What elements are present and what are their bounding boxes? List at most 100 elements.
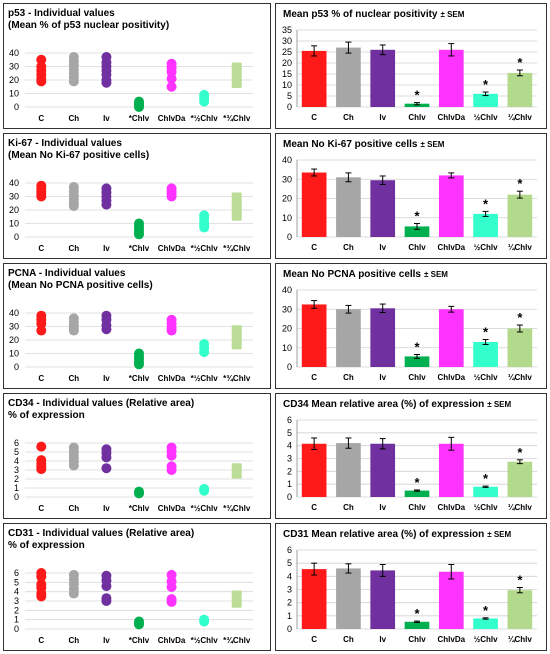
pcna-scatter-xtick: Iv [103,374,110,383]
ki67-bar [507,194,533,237]
cd34-scatter-xtick: *Chlv [129,504,150,513]
pcna-bar-significance: * [517,310,523,325]
p53-scatter-point [134,102,144,112]
p53-scatter-xtick: ChlvDa [158,114,186,123]
p53-scatter-ytick: 30 [9,62,19,72]
ki67-scatter-title: Ki-67 - Individual values [8,138,122,149]
cd31-bar-title: CD31 Mean relative area (%) of expressio… [283,529,484,540]
ki67-scatter-xtick: *¾Chlv [223,244,251,253]
cd34-bar-ytick: 3 [287,454,292,464]
cd31-bar [301,569,327,629]
cd34-bar-ytick: 1 [287,479,292,489]
pcna-bar [336,309,361,367]
pcna-bar-ytick: 30 [282,304,292,314]
ki67-bar-error-label: ± SEM [421,140,445,149]
ki67-bar-ytick: 20 [282,194,292,204]
cd34-bar [404,490,430,497]
cd34-scatter-cluster [231,463,242,479]
cd31-scatter-subtitle: % of expression [8,540,85,551]
cd31-scatter-ytick: 4 [14,587,19,597]
ki67-scatter-xtick: Iv [103,244,110,253]
cd34-scatter-point [134,488,144,499]
p53-scatter-point [36,76,47,87]
pcna-scatter-point [36,325,47,336]
cd34-bar-xtick: ¼Chlv [508,503,533,512]
cd31-bar-significance: * [517,573,523,588]
pcna-bar [370,308,396,367]
p53-scatter-point [68,76,79,87]
cd34-bar-title: CD34 Mean relative area (%) of expressio… [283,399,484,410]
cd31-bar-xtick: ½Chlv [474,635,499,644]
pcna-bar-ytick: 10 [282,343,292,353]
pcna-scatter-ytick: 40 [9,308,19,318]
cd34-bar-xtick: ½Chlv [474,503,499,512]
cd31-scatter-cluster [231,590,242,608]
ki67-scatter-point [101,199,112,210]
cd34-bar-ytick: 4 [287,441,292,451]
p53-bar-title: Mean p53 % of nuclear positivity [283,9,438,20]
pcna-bar-xtick: ½Chlv [474,373,499,382]
ki67-scatter-ytick: 10 [9,219,19,229]
cd34-bar-xtick: Iv [379,503,386,512]
cd34-bar-ytick: 0 [287,492,292,502]
cd31-scatter-ytick: 5 [14,577,19,587]
ki67-bar-xtick: Ch [343,243,354,252]
p53-scatter-subtitle: (Mean % of p53 nuclear positivity) [8,20,169,31]
ki67-bar-ytick: 40 [282,155,292,165]
p53-bar [336,47,361,107]
ki67-bar [473,213,498,237]
cd34-scatter-xtick: Iv [103,504,110,513]
pcna-scatter-xtick: *¾Chlv [223,374,251,383]
ki67-scatter-xtick: ChlvDa [158,244,186,253]
cd31-bar-xtick: C [311,635,317,644]
ki67-scatter-ytick: 20 [9,205,19,215]
p53-scatter-xtick: Ch [69,114,80,123]
p53-bar-xtick: Ch [343,113,354,122]
cd31-scatter-xtick: *½Chlv [191,636,219,645]
pcna-bar-ytick: 40 [282,285,292,295]
cd34-scatter-point [36,441,47,452]
cd31-scatter-xtick: *Chlv [129,636,150,645]
cd31-bar [336,568,361,629]
cd31-scatter-xtick: *¾Chlv [223,636,251,645]
cd31-bar-ytick: 6 [287,545,292,555]
cd31-bar [438,571,464,629]
cd31-bar-significance: * [414,606,420,621]
ki67-bar-significance: * [483,196,489,211]
ki67-bar-xtick: ½Chlv [474,243,499,252]
cd31-bar-significance: * [483,603,489,618]
ki67-scatter-xtick: *Chlv [129,244,150,253]
ki67-bar [370,180,396,237]
cd34-individual-panel [3,393,271,519]
cd31-scatter-point [101,581,112,592]
ki67-bar [336,177,361,237]
ki67-scatter-ytick: 30 [9,192,19,202]
cd34-bar-significance: * [414,475,420,490]
pcna-bar [473,341,498,367]
pcna-scatter-xtick: C [38,374,44,383]
pcna-scatter-title: PCNA - Individual values [8,268,126,279]
cd34-scatter-xtick: *¾Chlv [223,504,251,513]
pcna-scatter-subtitle: (Mean No PCNA positive cells) [8,280,153,291]
ki67-scatter-xtick: C [38,244,44,253]
cd31-scatter-title: CD31 - Individual values (Relative area) [8,528,194,539]
cd34-scatter-point [166,465,177,475]
p53-scatter-cluster [231,62,242,89]
ki67-scatter-ytick: 40 [9,178,19,188]
pcna-bar-xtick: ChlvDa [438,373,466,382]
cd31-bar-ytick: 3 [287,585,292,595]
ki67-scatter-point [166,191,177,202]
cd34-bar-ytick: 2 [287,466,292,476]
cd34-scatter-xtick: *½Chlv [191,504,219,513]
p53-bar-ytick: 30 [282,36,292,46]
pcna-scatter-xtick: *Chlv [129,374,150,383]
p53-scatter-ytick: 40 [9,48,19,58]
p53-scatter-title: p53 - Individual values [8,8,115,19]
ki67-bar-xtick: Iv [379,243,386,252]
p53-bar-xtick: ½Chlv [474,113,499,122]
pcna-bar [438,309,464,367]
p53-scatter-ytick: 10 [9,89,19,99]
pcna-bar-xtick: Ch [343,373,354,382]
